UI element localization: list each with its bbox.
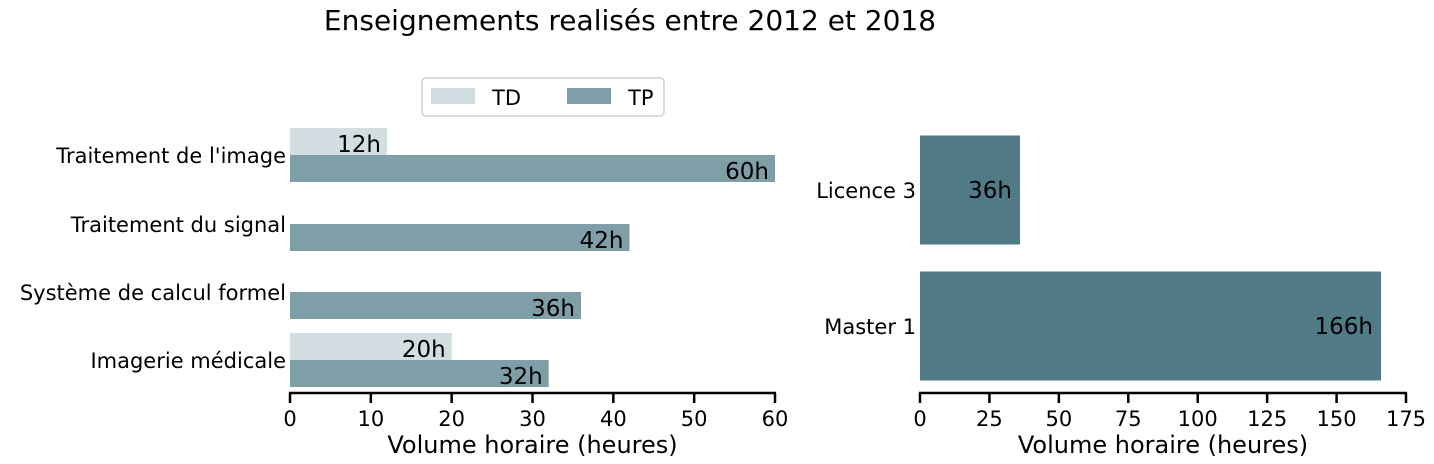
x-tick-label: 0 xyxy=(913,407,926,431)
tp-value-label: 32h xyxy=(499,364,543,390)
level-bar xyxy=(920,271,1382,381)
x-tick-label: 50 xyxy=(1045,407,1072,431)
legend-label-td: TD xyxy=(491,86,521,110)
level-value-label: 166h xyxy=(1315,314,1373,340)
tp-bar xyxy=(290,224,630,251)
x-tick-label: 100 xyxy=(1178,407,1218,431)
x-axis-label: Volume horaire (heures) xyxy=(387,431,677,459)
tp-value-label: 42h xyxy=(580,228,624,254)
tp-value-label: 36h xyxy=(531,296,575,322)
x-tick-label: 25 xyxy=(976,407,1003,431)
legend-swatch-tp xyxy=(567,88,611,104)
legend-swatch-td xyxy=(431,88,475,104)
x-tick-label: 20 xyxy=(438,407,465,431)
category-label: Système de calcul formel xyxy=(20,281,286,305)
category-label: Master 1 xyxy=(824,315,916,339)
category-label: Licence 3 xyxy=(816,179,916,203)
td-bar xyxy=(290,128,387,155)
td-value-label: 20h xyxy=(402,337,446,363)
td-value-label: 12h xyxy=(337,132,381,158)
tp-value-label: 60h xyxy=(725,159,769,185)
level-value-label: 36h xyxy=(968,178,1012,204)
level-bar xyxy=(920,135,1020,245)
x-tick-label: 40 xyxy=(600,407,627,431)
x-tick-label: 175 xyxy=(1386,407,1426,431)
x-tick-label: 30 xyxy=(519,407,546,431)
x-tick-label: 0 xyxy=(283,407,296,431)
category-label: Traitement de l'image xyxy=(55,144,286,168)
legend-label-tp: TP xyxy=(627,86,654,110)
x-axis-label: Volume horaire (heures) xyxy=(1018,431,1308,459)
tp-bar xyxy=(290,155,775,182)
x-tick-label: 125 xyxy=(1247,407,1287,431)
category-label: Traitement du signal xyxy=(70,213,286,237)
figure-title: Enseignements realisés entre 2012 et 201… xyxy=(323,4,937,37)
x-tick-label: 150 xyxy=(1317,407,1357,431)
x-tick-label: 50 xyxy=(681,407,708,431)
tp-bar xyxy=(290,360,549,387)
tp-bar xyxy=(290,292,581,319)
x-tick-label: 10 xyxy=(357,407,384,431)
td-bar xyxy=(290,333,452,360)
legend-frame xyxy=(421,77,665,117)
legend: TD TP xyxy=(421,77,665,117)
category-label: Imagerie médicale xyxy=(90,349,286,373)
x-tick-label: 60 xyxy=(762,407,789,431)
courses-chart: 12h 60h Traitement de l'image 42h Traitement… xyxy=(20,77,789,459)
x-tick-label: 75 xyxy=(1115,407,1142,431)
levels-chart: 36h Licence 3 166h Master 1 0 25 50 75 100 125 150… xyxy=(816,135,1426,459)
